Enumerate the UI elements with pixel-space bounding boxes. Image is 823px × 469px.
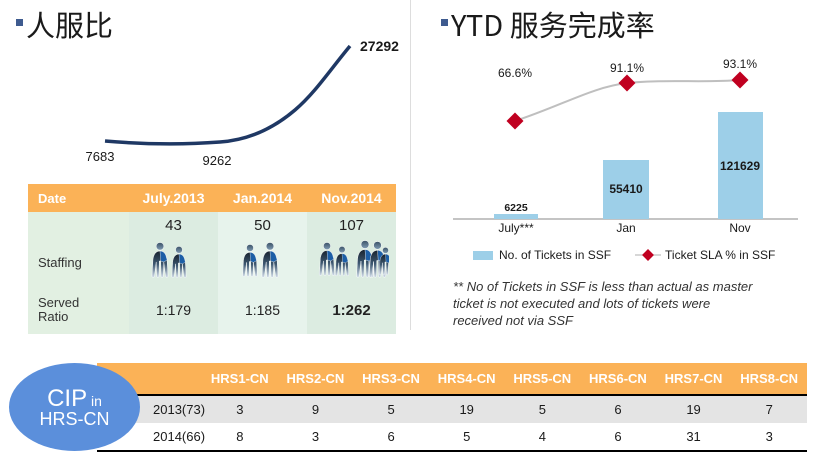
svg-text:9262: 9262 bbox=[203, 153, 232, 168]
svg-text:27292: 27292 bbox=[360, 38, 399, 54]
svg-text:55410: 55410 bbox=[609, 182, 643, 196]
svg-text:July***: July*** bbox=[498, 221, 534, 235]
svg-text:91.1%: 91.1% bbox=[610, 61, 644, 75]
svg-text:Jan: Jan bbox=[616, 221, 635, 235]
svg-text:121629: 121629 bbox=[720, 159, 760, 173]
svg-text:7683: 7683 bbox=[86, 149, 115, 164]
svg-text:6225: 6225 bbox=[504, 202, 528, 214]
svg-text:93.1%: 93.1% bbox=[723, 57, 757, 71]
svg-text:Nov: Nov bbox=[729, 221, 750, 235]
svg-text:66.6%: 66.6% bbox=[498, 66, 532, 80]
